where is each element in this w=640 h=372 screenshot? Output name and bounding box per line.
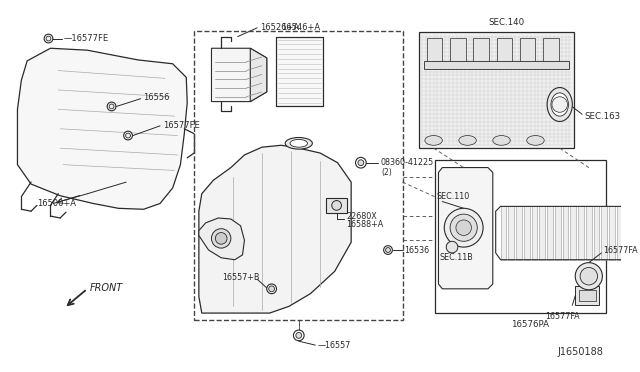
Bar [579,290,596,301]
Bar [586,206,592,260]
Bar [617,206,623,260]
Polygon shape [199,145,351,313]
Circle shape [124,131,132,140]
Circle shape [385,248,390,253]
Circle shape [125,133,131,138]
Text: —16577FE: —16577FE [64,34,109,43]
Bar [276,36,323,106]
Bar [602,206,607,260]
Bar [516,206,522,260]
Bar [575,286,600,305]
Text: SEC.163: SEC.163 [584,112,620,121]
Circle shape [269,286,275,292]
Text: SEC.110: SEC.110 [436,192,470,201]
Circle shape [358,160,364,166]
Bar [474,38,489,63]
Bar [419,32,574,148]
Text: 16577FA: 16577FA [545,312,580,321]
Bar [276,36,323,106]
Bar [326,198,348,213]
Circle shape [109,104,114,109]
Bar [497,38,512,63]
Text: 16588+A: 16588+A [346,220,383,229]
Text: 16536: 16536 [404,246,429,254]
Bar [532,206,538,260]
Bar [609,206,615,260]
Circle shape [215,232,227,244]
Text: 16546+A: 16546+A [281,23,320,32]
Text: 16557+B: 16557+B [222,273,259,282]
Text: 16577FE: 16577FE [163,121,200,130]
Bar [543,38,559,63]
Bar [427,38,442,63]
Text: 16500+A: 16500+A [37,199,76,208]
Circle shape [456,220,472,235]
Ellipse shape [290,140,307,147]
Circle shape [580,267,598,285]
Circle shape [575,263,602,290]
Bar [570,206,576,260]
Circle shape [267,284,276,294]
Bar [424,61,570,68]
Text: 16526+A: 16526+A [260,23,299,32]
Text: SEC.11B: SEC.11B [440,253,473,262]
Polygon shape [17,48,188,209]
Circle shape [46,36,51,41]
Ellipse shape [551,93,568,116]
Ellipse shape [425,135,442,145]
Circle shape [450,214,477,241]
Text: 08360-41225: 08360-41225 [380,158,433,167]
Bar [540,206,545,260]
Text: J1650188: J1650188 [557,347,604,357]
Ellipse shape [459,135,476,145]
Circle shape [383,246,392,254]
Bar [578,206,584,260]
Polygon shape [199,218,244,260]
Circle shape [446,241,458,253]
Text: 16576PA: 16576PA [511,320,548,329]
Ellipse shape [493,135,510,145]
Text: (2): (2) [381,168,392,177]
Bar [520,38,536,63]
Bar [194,31,403,320]
Circle shape [107,102,116,111]
Text: FRONT: FRONT [89,283,122,293]
Polygon shape [438,167,493,289]
Text: 16577FA: 16577FA [604,247,638,256]
Ellipse shape [547,87,572,122]
Text: SEC.140: SEC.140 [488,17,524,26]
Bar [508,206,514,260]
Circle shape [211,229,231,248]
Circle shape [44,34,53,43]
Bar [450,38,466,63]
Ellipse shape [285,138,312,149]
Circle shape [294,330,304,341]
Circle shape [444,208,483,247]
Bar [435,160,606,313]
Text: 16556: 16556 [143,93,170,102]
Ellipse shape [527,135,544,145]
Polygon shape [250,48,267,102]
Circle shape [552,97,568,112]
Bar [555,206,561,260]
Circle shape [332,201,342,210]
Bar [547,206,553,260]
Bar [524,206,530,260]
Bar [500,206,506,260]
Bar [563,206,568,260]
Text: 22680X: 22680X [346,212,377,221]
Polygon shape [211,48,267,102]
Text: —16557: —16557 [317,341,351,350]
Circle shape [356,157,366,168]
Circle shape [296,333,301,338]
Bar [594,206,600,260]
